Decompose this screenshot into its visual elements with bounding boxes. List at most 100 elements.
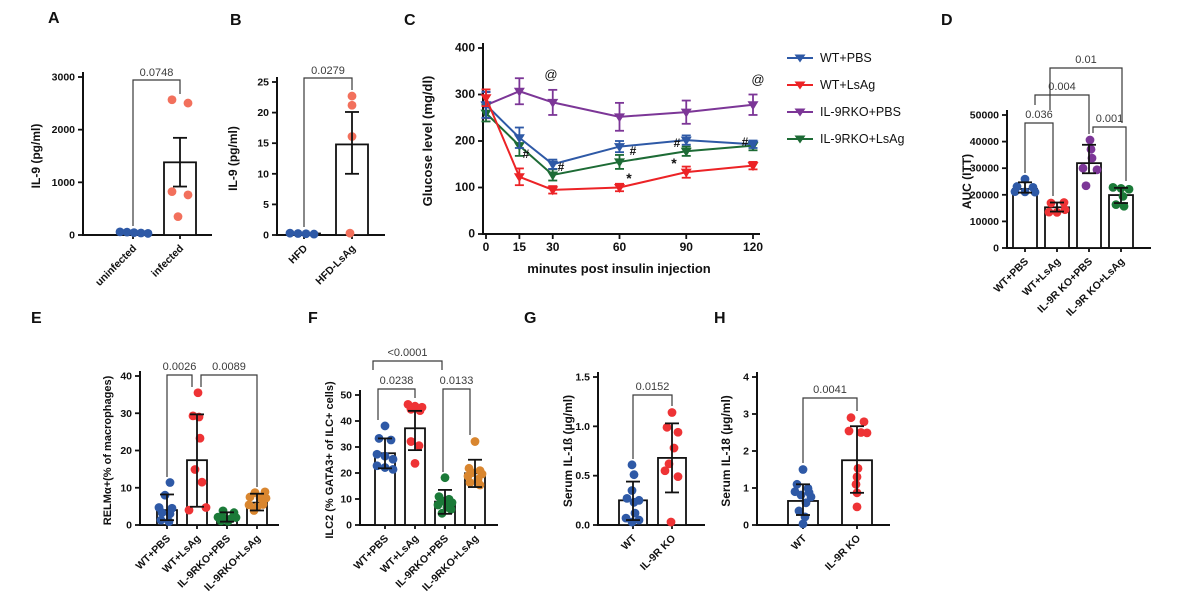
data-point [673, 427, 683, 437]
sig-label: 0.036 [1025, 109, 1053, 121]
panel-letter-f: F [308, 310, 318, 327]
sig-label: 0.0041 [813, 384, 847, 396]
y-tick-label: 0 [993, 243, 999, 255]
data-point [372, 449, 382, 459]
data-point [660, 466, 670, 476]
data-point [164, 517, 174, 527]
data-point [173, 212, 183, 222]
legend-triangle [794, 135, 806, 143]
data-point [806, 492, 816, 502]
annotation: # [558, 160, 565, 174]
data-point [193, 388, 203, 398]
data-point [157, 508, 167, 518]
data-point [666, 517, 676, 527]
annotation: @ [544, 67, 557, 82]
annotation: * [626, 170, 632, 186]
sig-bracket [372, 360, 443, 370]
sig-bracket [200, 374, 258, 487]
y-axis-label: AUC (ITT) [960, 154, 974, 209]
series-marker [513, 173, 525, 183]
sig-bracket [1024, 122, 1054, 196]
legend-marker-icon [787, 54, 813, 62]
sig-bracket [377, 388, 416, 420]
data-point [629, 470, 639, 480]
legend-triangle [794, 54, 806, 62]
y-tick-label: 10 [340, 494, 352, 506]
data-point [201, 503, 211, 512]
sig-bracket [166, 374, 193, 477]
panel-c-chart: 0 100 200 300 400 Glucose level (mg/dl) 0 15 30 6… [420, 41, 765, 277]
data-point [347, 100, 357, 110]
y-tick-label: 0.0 [575, 520, 590, 532]
series-marker [747, 162, 759, 172]
data-point [446, 505, 456, 514]
y-tick-label: 0 [346, 520, 352, 532]
y-tick-label: 30 [120, 408, 132, 420]
series-line [485, 90, 754, 118]
y-tick-label: 0 [263, 230, 269, 242]
x-tick-label: 90 [680, 240, 694, 254]
series-marker [480, 94, 492, 104]
data-point [1078, 163, 1088, 173]
y-axis-label: ILC2 (% GATA3+ of ILC+ cells) [324, 381, 336, 539]
data-point [470, 437, 480, 446]
category-label: WT [619, 532, 639, 552]
y-tick-label: 40000 [970, 136, 999, 148]
x-tick-label: 30 [546, 240, 560, 254]
annotation: # [674, 136, 681, 150]
data-point [794, 506, 804, 516]
data-point [844, 426, 854, 436]
series-marker [680, 147, 692, 157]
legend-label: WT+PBS [820, 50, 872, 65]
series-line [485, 104, 754, 166]
panel-letter-d: D [941, 12, 953, 29]
data-point [184, 505, 194, 515]
x-tick-label: 15 [513, 240, 527, 254]
x-tick-label: 120 [743, 240, 763, 254]
y-tick-label: 10 [257, 168, 269, 180]
y-tick-label: 0 [468, 227, 475, 241]
sig-bracket [1034, 94, 1090, 134]
panel-f-chart: 0 10 20 30 40 50 ILC2 (% GATA3+ of ILC+ cells)… [324, 347, 498, 594]
series-marker [747, 101, 759, 111]
data-point [667, 408, 677, 417]
data-point [629, 497, 639, 507]
data-point [853, 463, 863, 473]
data-point [190, 465, 200, 474]
data-point [1010, 187, 1020, 197]
data-point [1118, 191, 1128, 201]
data-point [673, 472, 683, 482]
panel-letter-b: B [230, 12, 242, 29]
data-point [440, 473, 450, 483]
series-marker [513, 87, 525, 97]
data-point [627, 486, 637, 495]
y-axis-label: Serum IL-18 (µg/ml) [719, 395, 733, 507]
category-label: IL-9R KO+LsAg [1064, 256, 1127, 319]
series-marker [547, 98, 559, 108]
data-point [1124, 184, 1134, 194]
sig-bracket [132, 79, 181, 226]
y-tick-label: 1.5 [575, 372, 590, 384]
category-label: WT [789, 532, 809, 552]
y-tick-label: 10000 [970, 216, 999, 228]
data-point [1081, 181, 1091, 191]
series-marker [680, 136, 692, 146]
series-marker [547, 186, 559, 196]
data-point [406, 437, 416, 446]
series-line [485, 112, 754, 177]
y-tick-label: 40 [120, 371, 132, 383]
data-point [285, 228, 295, 238]
y-axis-label: Serum IL-1ß (µg/ml) [561, 395, 575, 507]
legend-label: WT+LsAg [820, 77, 876, 92]
category-label: IL-9RKO+LsAg [202, 533, 263, 594]
data-point [183, 190, 193, 200]
y-axis-label: IL-9 (pg/ml) [226, 126, 240, 191]
y-tick-label: 40 [340, 416, 352, 428]
sig-bracket [802, 397, 858, 463]
data-point [167, 95, 177, 105]
y-tick-label: 2 [743, 446, 749, 458]
category-label: IL-9R KO+PBS [1035, 256, 1095, 316]
data-point [129, 228, 139, 238]
y-tick-label: 15 [257, 138, 269, 150]
data-point [862, 428, 872, 438]
